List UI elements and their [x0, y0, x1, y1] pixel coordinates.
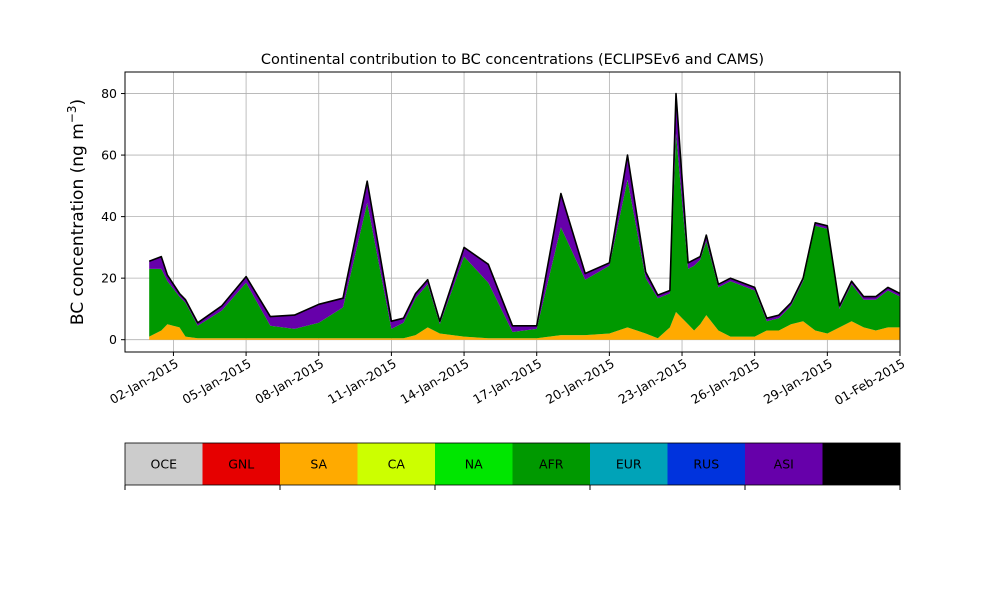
y-axis-ticks: 0 20 40 60 80 [101, 86, 125, 347]
legend-swatch-sa [280, 443, 358, 485]
x-tick-label: 08-Jan-2015 [252, 356, 326, 407]
x-tick-label: 26-Jan-2015 [688, 356, 762, 407]
y-tick-label: 20 [101, 271, 117, 286]
x-tick-label: 20-Jan-2015 [543, 356, 617, 407]
area-afr [149, 133, 900, 339]
legend-swatch-rus [667, 443, 746, 485]
legend-swatch-aus [822, 443, 901, 485]
y-axis-label-exponent: −3 [65, 105, 79, 123]
legend-swatch-na [435, 443, 513, 485]
legend-label-eur: EUR [616, 457, 642, 472]
area-sa [149, 312, 900, 340]
plot-frame [124, 71, 901, 353]
x-tick-label: 14-Jan-2015 [398, 356, 472, 407]
y-tick-label: 80 [101, 86, 117, 101]
legend-label-afr: AFR [539, 457, 564, 472]
x-tick-label: 05-Jan-2015 [180, 356, 254, 407]
legend-swatch-asi [745, 443, 823, 485]
x-axis-ticks: 02-Jan-201505-Jan-201508-Jan-201511-Jan-… [107, 352, 908, 408]
x-tick-label: 11-Jan-2015 [325, 356, 399, 407]
legend-label-ca: CA [388, 457, 406, 472]
legend-swatch-oce [125, 443, 203, 485]
chart-title: Continental contribution to BC concentra… [261, 52, 764, 68]
x-tick-label: 02-Jan-2015 [107, 356, 181, 407]
legend-swatch-gnl [202, 443, 281, 485]
x-tick-label: 23-Jan-2015 [616, 356, 690, 407]
legend-swatch-eur [590, 443, 668, 485]
legend-frame [124, 442, 901, 486]
area-layer [149, 93, 900, 340]
x-tick-label: 01-Feb-2015 [832, 356, 908, 408]
legend-label-oce: OCE [151, 457, 178, 472]
legend-label-rus: RUS [693, 457, 719, 472]
legend-label-asi: ASI [774, 457, 794, 472]
legend-swatch-ca [357, 443, 436, 485]
legend-label-na: NA [465, 457, 483, 472]
y-tick-label: 40 [101, 209, 117, 224]
area-asi [149, 93, 900, 332]
legend-label-aus: AUS [848, 457, 874, 472]
total-concentration-line [148, 92, 901, 327]
y-axis-label: BC concentration (ng m−3) [65, 99, 88, 325]
y-axis-label-main: BC concentration (ng m [68, 123, 88, 325]
y-axis-label-close: ) [68, 99, 88, 106]
region-legend-colorbar: OCE GNL SA CA NA AFR EUR RUS ASI AUS [124, 442, 901, 490]
x-tick-label: 29-Jan-2015 [761, 356, 835, 407]
legend-swatch-afr [512, 443, 591, 485]
legend-label-sa: SA [310, 457, 327, 472]
legend-label-gnl: GNL [228, 457, 254, 472]
y-tick-label: 60 [101, 148, 117, 163]
plot-area: 0 20 40 60 80 02-Jan-201505-Jan-201508-Jan-2… [101, 71, 908, 408]
x-tick-label: 17-Jan-2015 [470, 356, 544, 407]
y-tick-label: 0 [109, 332, 117, 347]
